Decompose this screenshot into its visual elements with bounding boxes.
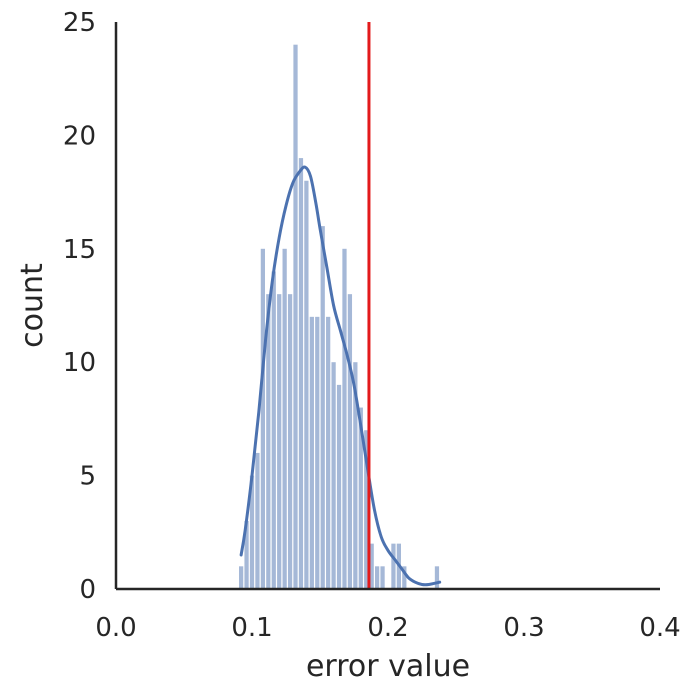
histogram-bar bbox=[391, 543, 396, 589]
histogram-bar bbox=[266, 294, 271, 589]
histogram-bar bbox=[402, 566, 407, 589]
histogram-bar bbox=[260, 248, 265, 590]
y-axis-label: count bbox=[15, 263, 50, 348]
histogram-bar bbox=[249, 475, 255, 589]
histogram-bars bbox=[239, 44, 440, 590]
histogram-bar bbox=[375, 566, 380, 589]
histogram-bar bbox=[326, 316, 331, 589]
histogram-bar bbox=[380, 566, 385, 589]
histogram-bar bbox=[358, 407, 363, 589]
histogram-bar bbox=[271, 271, 276, 589]
x-tick-label: 0.1 bbox=[231, 613, 272, 643]
histogram-bar bbox=[293, 44, 298, 590]
y-tick-labels: 0 5 10 15 20 25 bbox=[63, 8, 96, 605]
histogram-bar bbox=[287, 294, 293, 589]
kde-curve bbox=[239, 165, 442, 587]
histogram-bar bbox=[315, 316, 320, 589]
histogram-bar bbox=[277, 294, 282, 589]
histogram-bar bbox=[342, 248, 347, 590]
x-tick-label: 0.0 bbox=[95, 613, 136, 643]
histogram-bar bbox=[336, 384, 342, 589]
histogram-bar bbox=[239, 566, 244, 589]
histogram-bar bbox=[282, 248, 287, 590]
y-tick-label: 0 bbox=[79, 575, 96, 605]
histogram-bar bbox=[347, 294, 353, 589]
histogram-bar bbox=[298, 158, 304, 589]
histogram-bar bbox=[244, 520, 249, 589]
histogram-bar bbox=[364, 430, 369, 589]
histogram-bar bbox=[320, 226, 325, 589]
y-tick-label: 25 bbox=[63, 8, 96, 38]
histogram-bar bbox=[331, 362, 336, 589]
histogram-bar bbox=[434, 566, 440, 589]
histogram-bar bbox=[353, 362, 358, 589]
x-tick-labels: 0.0 0.1 0.2 0.3 0.4 bbox=[95, 613, 680, 643]
y-tick-label: 20 bbox=[63, 121, 96, 151]
x-tick-label: 0.4 bbox=[639, 613, 680, 643]
x-tick-label: 0.2 bbox=[367, 613, 408, 643]
y-tick-label: 15 bbox=[63, 235, 96, 265]
histogram-bar bbox=[304, 180, 309, 589]
histogram-bar bbox=[255, 452, 260, 589]
histogram-bar bbox=[309, 316, 314, 589]
y-tick-label: 5 bbox=[79, 462, 96, 492]
x-axis-label: error value bbox=[306, 649, 470, 684]
x-tick-label: 0.3 bbox=[503, 613, 544, 643]
y-tick-label: 10 bbox=[63, 348, 96, 378]
histogram-bar bbox=[369, 543, 374, 589]
